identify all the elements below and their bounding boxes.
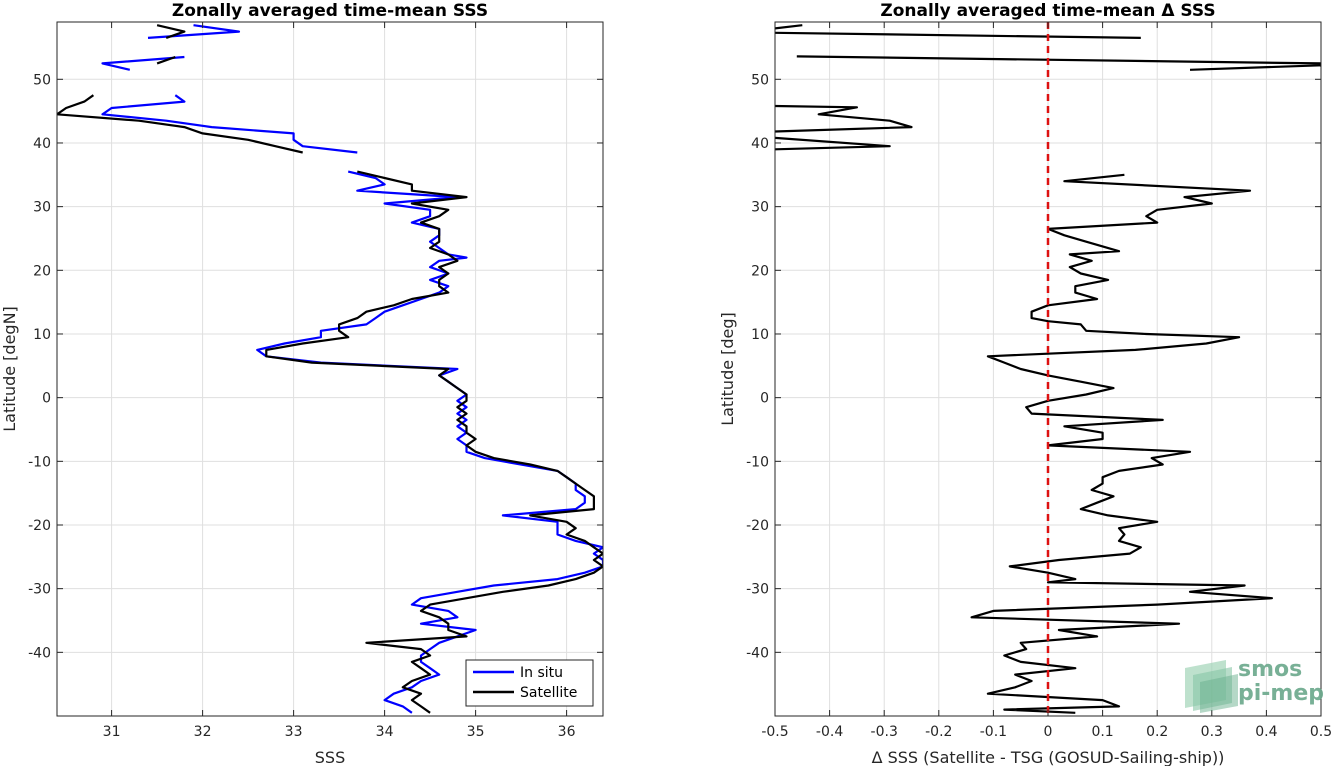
y-tick-label: 40 [751, 136, 769, 152]
series-line-delta-sss [775, 31, 1141, 39]
x-tick-label: 0.1 [1091, 724, 1113, 740]
legend-box [465, 659, 594, 707]
dsss-ylabel: Latitude [deg] [718, 312, 737, 426]
y-tick-label: 50 [751, 72, 769, 88]
series-line-delta-sss [775, 136, 891, 151]
x-tick-label: -0.2 [925, 724, 952, 740]
x-tick-label: -0.5 [761, 724, 788, 740]
sss-panel: Zonally averaged time-mean SSS 31 32 33 34 3… [0, 1, 604, 766]
x-tick-label: -0.1 [980, 724, 1007, 740]
series-line-satellite [265, 170, 603, 714]
dsss-panel: Zonally averaged time-mean Δ SSS -0.5 -0.… [718, 1, 1332, 766]
x-tick-label: 36 [558, 724, 576, 740]
x-tick-label: 31 [103, 724, 121, 740]
x-tick-label: 0.2 [1146, 724, 1168, 740]
series-line-in-situ [101, 55, 185, 71]
series-line-delta-sss [775, 104, 913, 133]
y-tick-label: -20 [746, 518, 769, 534]
sss-ylabel: Latitude [degN] [0, 306, 19, 432]
y-tick-label: 30 [751, 200, 769, 216]
series-line-delta-sss [1189, 64, 1321, 71]
series-line-delta-sss [796, 55, 1321, 67]
series-line-satellite [57, 94, 303, 154]
x-tick-label: 34 [376, 724, 394, 740]
series-line-satellite [156, 24, 186, 39]
sss-panel-title: Zonally averaged time-mean SSS [172, 1, 488, 21]
y-tick-label: 10 [33, 327, 51, 343]
y-tick-label: 0 [760, 391, 769, 407]
dsss-panel-title: Zonally averaged time-mean Δ SSS [880, 1, 1215, 21]
sss-grid [57, 22, 603, 716]
y-tick-label: -10 [28, 454, 51, 470]
y-tick-label: -40 [746, 645, 769, 661]
dsss-ticks: -0.5 -0.4 -0.3 -0.2 -0.1 0 0.1 0.2 0.3 0.4 0.5 -40 -… [746, 22, 1332, 740]
sss-ticks: 31 32 33 34 35 36 -40 -30 -20 -10 0 10 20 30 40 50 [28, 22, 603, 740]
x-tick-label: -0.4 [816, 724, 843, 740]
smos-pimep-watermark: smos pi-mep [1185, 657, 1324, 713]
y-tick-label: 20 [33, 263, 51, 279]
series-line-satellite [156, 55, 176, 65]
series-line-in-situ [256, 170, 603, 714]
sss-xlabel: SSS [315, 748, 345, 766]
x-tick-label: 0.3 [1201, 724, 1223, 740]
x-tick-label: 35 [467, 724, 485, 740]
y-tick-label: 0 [42, 391, 51, 407]
dsss-xlabel: Δ SSS (Satellite - TSG (GOSUD-Sailing-sh… [872, 748, 1225, 766]
series-line-in-situ [147, 24, 241, 39]
watermark-line2: pi-mep [1238, 681, 1324, 706]
y-tick-label: -40 [28, 645, 51, 661]
y-tick-label: 40 [33, 136, 51, 152]
y-tick-label: -10 [746, 454, 769, 470]
smos-logo-icon [1185, 660, 1238, 713]
y-tick-label: 10 [751, 327, 769, 343]
series-line-delta-sss [775, 24, 803, 30]
sss-axes-box [56, 21, 604, 717]
x-tick-label: 0.5 [1310, 724, 1332, 740]
series-line-in-situ [101, 94, 358, 154]
x-tick-label: 32 [194, 724, 212, 740]
y-tick-label: 20 [751, 263, 769, 279]
x-tick-label: 33 [285, 724, 303, 740]
x-tick-label: 0 [1044, 724, 1053, 740]
y-tick-label: 50 [33, 72, 51, 88]
y-tick-label: -30 [746, 582, 769, 598]
legend-satellite-label: Satellite [520, 685, 577, 701]
x-tick-label: 0.4 [1255, 724, 1277, 740]
y-tick-label: -30 [28, 582, 51, 598]
watermark-line1: smos [1238, 657, 1302, 682]
series-line-delta-sss [970, 173, 1273, 714]
legend-insitu-label: In situ [520, 665, 563, 681]
y-tick-label: -20 [28, 518, 51, 534]
x-tick-label: -0.3 [871, 724, 898, 740]
sss-legend: In situ Satellite [465, 659, 594, 707]
y-tick-label: 30 [33, 200, 51, 216]
sss-lines [57, 24, 603, 714]
